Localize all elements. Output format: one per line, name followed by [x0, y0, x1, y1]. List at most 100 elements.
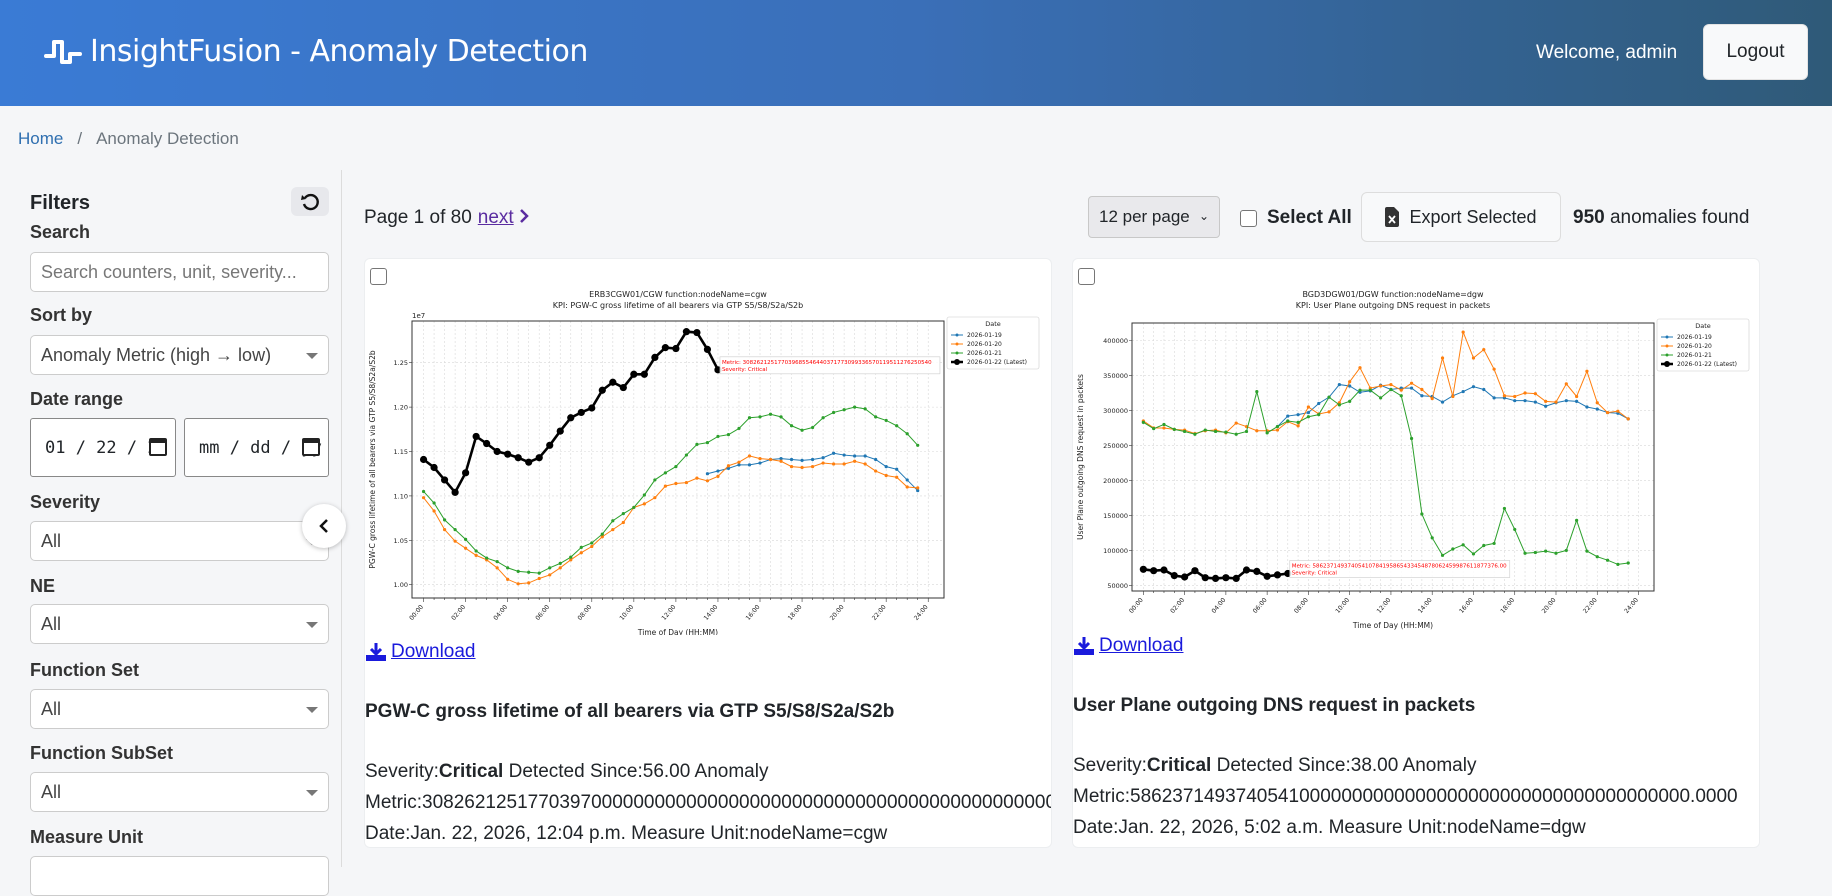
data-point — [1172, 427, 1176, 431]
brand[interactable]: InsightFusion - Anomaly Detection — [44, 34, 588, 69]
data-point — [642, 502, 646, 506]
data-point — [527, 581, 531, 585]
data-point — [905, 485, 909, 489]
data-point — [1273, 571, 1282, 579]
card-select-checkbox[interactable] — [370, 268, 387, 285]
severity-select[interactable]: All — [30, 521, 329, 561]
data-point — [1544, 549, 1548, 553]
select-all[interactable]: Select All — [1240, 207, 1352, 229]
severity-value: Critical — [1146, 755, 1212, 776]
x-tick-label: 22:00 — [1582, 597, 1599, 615]
card-details: Severity:Critical Detected Since:38.00 A… — [1073, 750, 1759, 843]
annotation-box — [1289, 560, 1511, 578]
chevron-right-icon[interactable] — [519, 209, 529, 223]
data-point — [1317, 401, 1321, 406]
data-point — [1201, 574, 1209, 582]
data-point — [874, 415, 878, 419]
reset-filters-button[interactable] — [291, 187, 329, 216]
data-point — [1523, 551, 1527, 555]
ne-select[interactable]: All — [30, 604, 329, 644]
data-point — [1409, 436, 1414, 441]
data-point — [1327, 410, 1331, 414]
data-point — [1544, 404, 1548, 408]
data-point — [1595, 555, 1599, 559]
function-set-select[interactable]: All — [30, 689, 329, 729]
sort-select[interactable]: Anomaly Metric (high → low) — [30, 335, 329, 375]
x-tick-label: 02:00 — [450, 604, 467, 622]
date-to-input[interactable]: mm / dd / yy — [184, 418, 329, 477]
data-point — [1234, 432, 1238, 436]
data-point — [556, 427, 564, 435]
y-tick-label: 250000 — [1103, 442, 1128, 450]
per-page-select[interactable]: 12 per page ⌄ — [1088, 196, 1220, 238]
card-title: PGW-C gross lifetime of all bearers via … — [365, 701, 895, 722]
data-point — [1337, 382, 1341, 387]
x-tick-label: 02:00 — [1169, 597, 1186, 615]
series-line-2026-01-21 — [1143, 388, 1629, 565]
x-tick-label: 14:00 — [703, 604, 720, 622]
data-point — [853, 405, 857, 409]
data-point — [1306, 415, 1311, 419]
select-all-checkbox[interactable] — [1240, 209, 1257, 227]
function-subset-select[interactable]: All — [30, 772, 329, 812]
data-point — [905, 432, 909, 436]
pagination: Page 1 of 80 next — [364, 207, 529, 229]
app-title: InsightFusion - Anomaly Detection — [90, 34, 588, 69]
data-point — [485, 556, 489, 560]
data-point — [611, 519, 615, 523]
data-point — [1451, 394, 1455, 399]
measure-unit-select[interactable] — [30, 856, 329, 896]
search-input[interactable]: Search counters, unit, severity... — [30, 252, 329, 292]
next-label: next — [477, 207, 514, 228]
series-line-2026-01-20 — [1143, 330, 1629, 435]
data-point — [779, 457, 783, 461]
data-point — [642, 493, 646, 497]
data-point — [863, 462, 867, 466]
data-point — [758, 461, 762, 465]
chart-title: BGD3DGW01/DGW function:nodeName=dgw — [1302, 290, 1484, 299]
data-point — [695, 476, 699, 480]
data-point — [810, 425, 815, 430]
data-point — [1492, 367, 1496, 371]
data-point — [567, 414, 575, 422]
download-link[interactable]: Download — [365, 641, 476, 663]
data-point — [1150, 567, 1158, 575]
severity-value: All — [41, 530, 62, 551]
data-point — [684, 453, 689, 457]
y-axis-label: User Plane outgoing DNS request in packe… — [1076, 374, 1085, 540]
x-tick-label: 14:00 — [1417, 597, 1434, 615]
data-point — [1523, 399, 1527, 403]
data-point — [577, 408, 585, 417]
function-subset-value: All — [41, 781, 62, 802]
data-point — [1296, 420, 1300, 424]
calendar-icon[interactable] — [149, 438, 167, 456]
breadcrumb-home[interactable]: Home — [18, 129, 64, 148]
logout-button[interactable]: Logout — [1703, 24, 1808, 80]
legend-marker — [1664, 361, 1670, 367]
export-selected-button[interactable]: Export Selected — [1361, 192, 1561, 242]
data-point — [421, 489, 426, 494]
data-point — [1482, 543, 1486, 548]
search-label: Search — [30, 222, 91, 242]
data-point — [884, 418, 888, 423]
calendar-icon[interactable] — [302, 438, 320, 456]
x-tick-label: 18:00 — [787, 604, 804, 622]
card-select-checkbox[interactable] — [1078, 268, 1095, 285]
data-point — [1564, 382, 1568, 386]
data-point — [495, 559, 499, 564]
download-link[interactable]: Download — [1073, 635, 1184, 657]
download-icon — [366, 643, 386, 661]
date-and-unit: Date:Jan. 22, 2026, 12:04 p.m. Measure U… — [365, 823, 888, 844]
data-point — [506, 577, 510, 581]
next-page-link[interactable]: next — [478, 207, 514, 228]
collapse-sidebar-button[interactable] — [302, 504, 346, 548]
sort-label: Sort by — [30, 305, 93, 325]
date-from-input[interactable]: 01 / 22 / 20 — [30, 418, 176, 477]
data-point — [1461, 330, 1465, 334]
download-icon — [1074, 637, 1094, 655]
export-label: Export Selected — [1409, 206, 1537, 227]
data-point — [1533, 550, 1537, 555]
legend-title: Date — [985, 320, 1001, 328]
data-point — [1296, 424, 1300, 428]
data-point — [1409, 386, 1414, 390]
